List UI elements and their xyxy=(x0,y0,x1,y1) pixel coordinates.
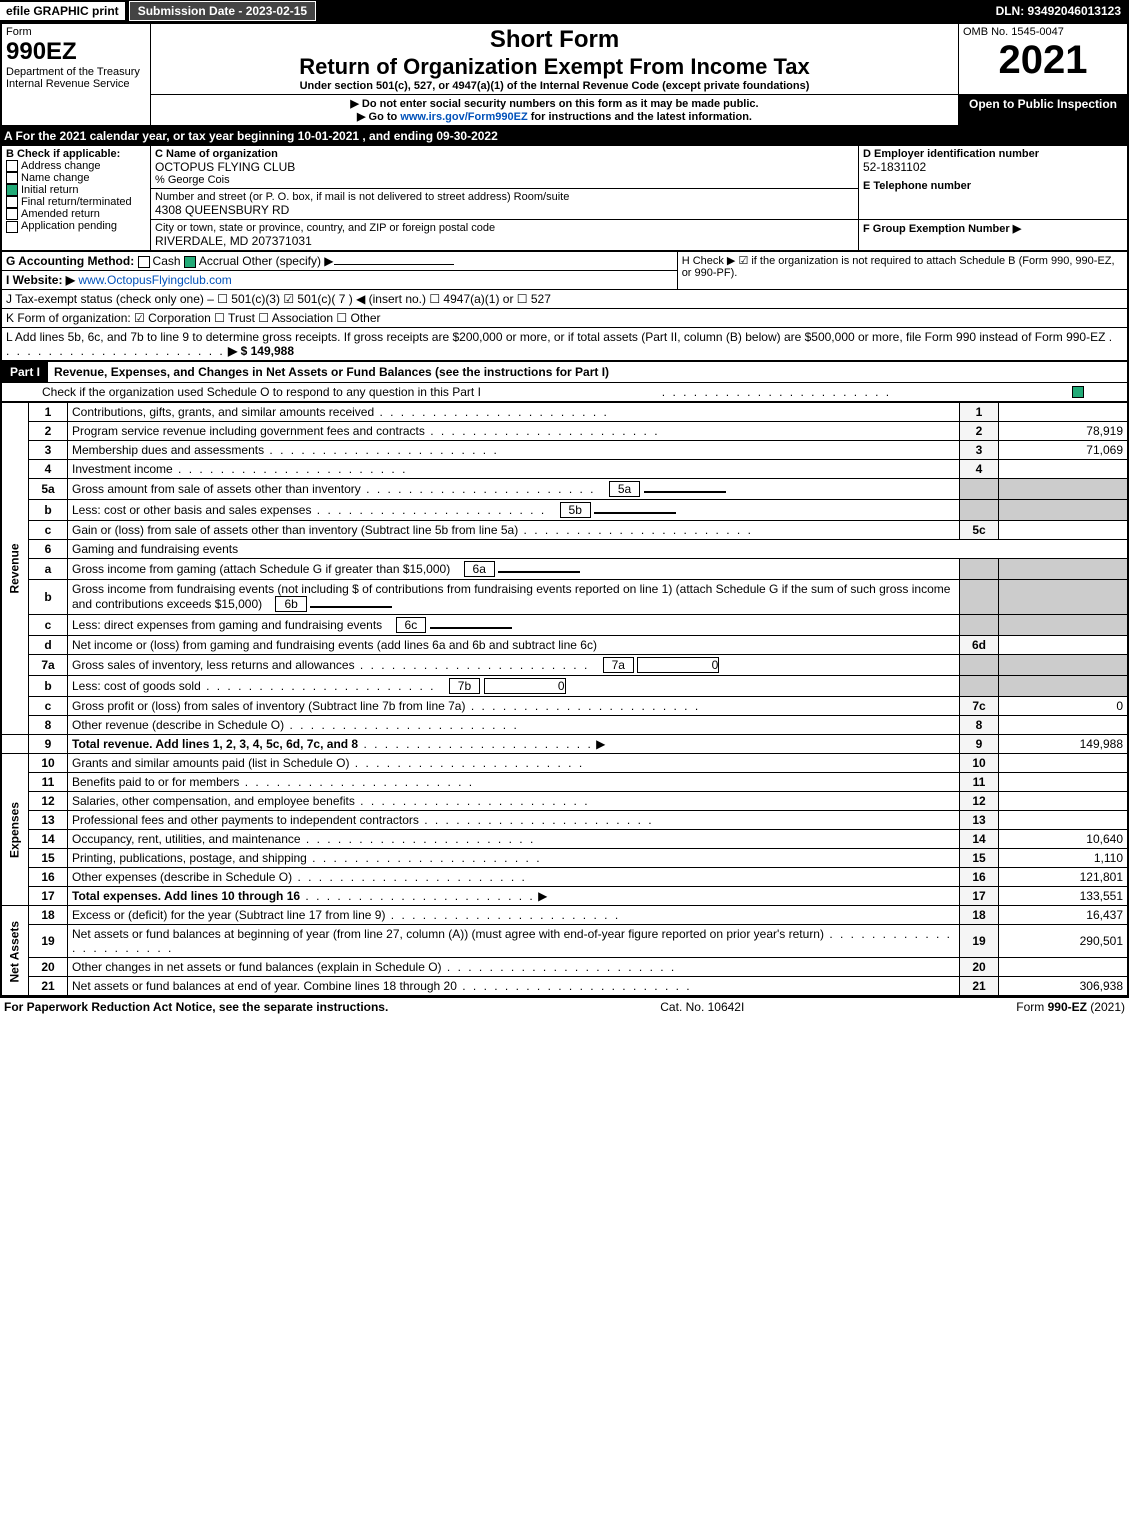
top-bar: efile GRAPHIC print Submission Date - 20… xyxy=(0,0,1129,22)
footer-left: For Paperwork Reduction Act Notice, see … xyxy=(4,1000,388,1014)
other-specify-input[interactable] xyxy=(334,264,454,265)
amt-6d xyxy=(999,636,1129,655)
amt-10 xyxy=(999,754,1129,773)
amt-21: 306,938 xyxy=(999,977,1129,997)
line-h: H Check ▶ ☑ if the organization is not r… xyxy=(682,254,1123,279)
check-application-pending[interactable] xyxy=(6,221,18,233)
careof: % George Cois xyxy=(155,174,854,186)
street-value: 4308 QUEENSBURY RD xyxy=(155,203,854,217)
part1-lines-table: Revenue 1 Contributions, gifts, grants, … xyxy=(0,401,1129,997)
check-cash[interactable] xyxy=(138,256,150,268)
amt-1 xyxy=(999,402,1129,422)
part1-header-row: Part I Revenue, Expenses, and Changes in… xyxy=(0,361,1129,382)
check-amended-return[interactable] xyxy=(6,208,18,220)
amt-11 xyxy=(999,773,1129,792)
amt-7c: 0 xyxy=(999,697,1129,716)
submission-date-label: Submission Date - 2023-02-15 xyxy=(129,1,316,21)
footer-right: Form 990-EZ (2021) xyxy=(1016,1000,1125,1014)
irs-link[interactable]: www.irs.gov/Form990EZ xyxy=(400,111,527,123)
part1-check-text: Check if the organization used Schedule … xyxy=(42,385,481,399)
amt-17: 133,551 xyxy=(999,887,1129,906)
box-e-label: E Telephone number xyxy=(863,180,1123,192)
line-l-text: L Add lines 5b, 6c, and 7b to line 9 to … xyxy=(6,330,1105,344)
amt-5c xyxy=(999,521,1129,540)
no-ssn-text: ▶ Do not enter social security numbers o… xyxy=(155,97,954,110)
check-initial-return[interactable] xyxy=(6,184,18,196)
tax-year: 2021 xyxy=(963,38,1123,83)
page-footer: For Paperwork Reduction Act Notice, see … xyxy=(0,997,1129,1016)
org-name: OCTOPUS FLYING CLUB xyxy=(155,160,854,174)
city-value: RIVERDALE, MD 207371031 xyxy=(155,234,854,248)
form-label: Form xyxy=(6,26,146,38)
ghijkl-block: G Accounting Method: Cash Accrual Other … xyxy=(0,251,1129,361)
amt-16: 121,801 xyxy=(999,868,1129,887)
part1-schedule-o-check[interactable] xyxy=(1072,386,1084,398)
short-form-title: Short Form xyxy=(155,26,954,54)
expenses-section-label: Expenses xyxy=(1,754,29,906)
amt-13 xyxy=(999,811,1129,830)
city-label: City or town, state or province, country… xyxy=(155,222,854,234)
website-link[interactable]: www.OctopusFlyingclub.com xyxy=(78,273,231,287)
check-final-return[interactable] xyxy=(6,196,18,208)
amt-2: 78,919 xyxy=(999,422,1129,441)
open-public-badge: Open to Public Inspection xyxy=(959,95,1129,127)
line-i-label: I Website: ▶ xyxy=(6,273,75,287)
efile-print-label[interactable]: efile GRAPHIC print xyxy=(0,2,125,20)
form-number: 990EZ xyxy=(6,38,146,66)
street-label: Number and street (or P. O. box, if mail… xyxy=(155,191,854,203)
line-j: J Tax-exempt status (check only one) – ☐… xyxy=(1,290,1128,309)
amt-15: 1,110 xyxy=(999,849,1129,868)
dept-label: Department of the Treasury Internal Reve… xyxy=(6,66,146,90)
check-accrual[interactable] xyxy=(184,256,196,268)
line-k: K Form of organization: ☑ Corporation ☐ … xyxy=(1,309,1128,328)
amt-20 xyxy=(999,958,1129,977)
line-a: A For the 2021 calendar year, or tax yea… xyxy=(0,127,1129,145)
amt-9: 149,988 xyxy=(999,735,1129,754)
amt-12 xyxy=(999,792,1129,811)
amt-4 xyxy=(999,460,1129,479)
amt-18: 16,437 xyxy=(999,906,1129,925)
form-header: Form 990EZ Department of the Treasury In… xyxy=(0,22,1129,127)
part1-title: Revenue, Expenses, and Changes in Net As… xyxy=(48,363,615,381)
footer-mid: Cat. No. 10642I xyxy=(660,1000,744,1014)
check-address-change[interactable] xyxy=(6,160,18,172)
box-b-label: B Check if applicable: xyxy=(6,148,146,160)
box-c-name-label: C Name of organization xyxy=(155,148,854,160)
ein-value: 52-1831102 xyxy=(863,160,1123,174)
goto-text: ▶ Go to www.irs.gov/Form990EZ for instru… xyxy=(155,110,954,123)
check-name-change[interactable] xyxy=(6,172,18,184)
amt-14: 10,640 xyxy=(999,830,1129,849)
org-info-block: B Check if applicable: Address change Na… xyxy=(0,145,1129,251)
box-f-label: F Group Exemption Number ▶ xyxy=(863,222,1123,235)
omb-label: OMB No. 1545-0047 xyxy=(963,26,1123,38)
return-title: Return of Organization Exempt From Incom… xyxy=(155,54,954,80)
netassets-section-label: Net Assets xyxy=(1,906,29,997)
under-section-text: Under section 501(c), 527, or 4947(a)(1)… xyxy=(155,80,954,92)
line-l-amount: ▶ $ 149,988 xyxy=(228,344,294,358)
line-g-label: G Accounting Method: xyxy=(6,254,134,268)
amt-3: 71,069 xyxy=(999,441,1129,460)
amt-19: 290,501 xyxy=(999,925,1129,958)
dln-label: DLN: 93492046013123 xyxy=(988,2,1129,20)
revenue-section-label: Revenue xyxy=(1,402,29,735)
box-d-label: D Employer identification number xyxy=(863,148,1123,160)
amt-8 xyxy=(999,716,1129,735)
part1-tab: Part I xyxy=(2,362,48,382)
